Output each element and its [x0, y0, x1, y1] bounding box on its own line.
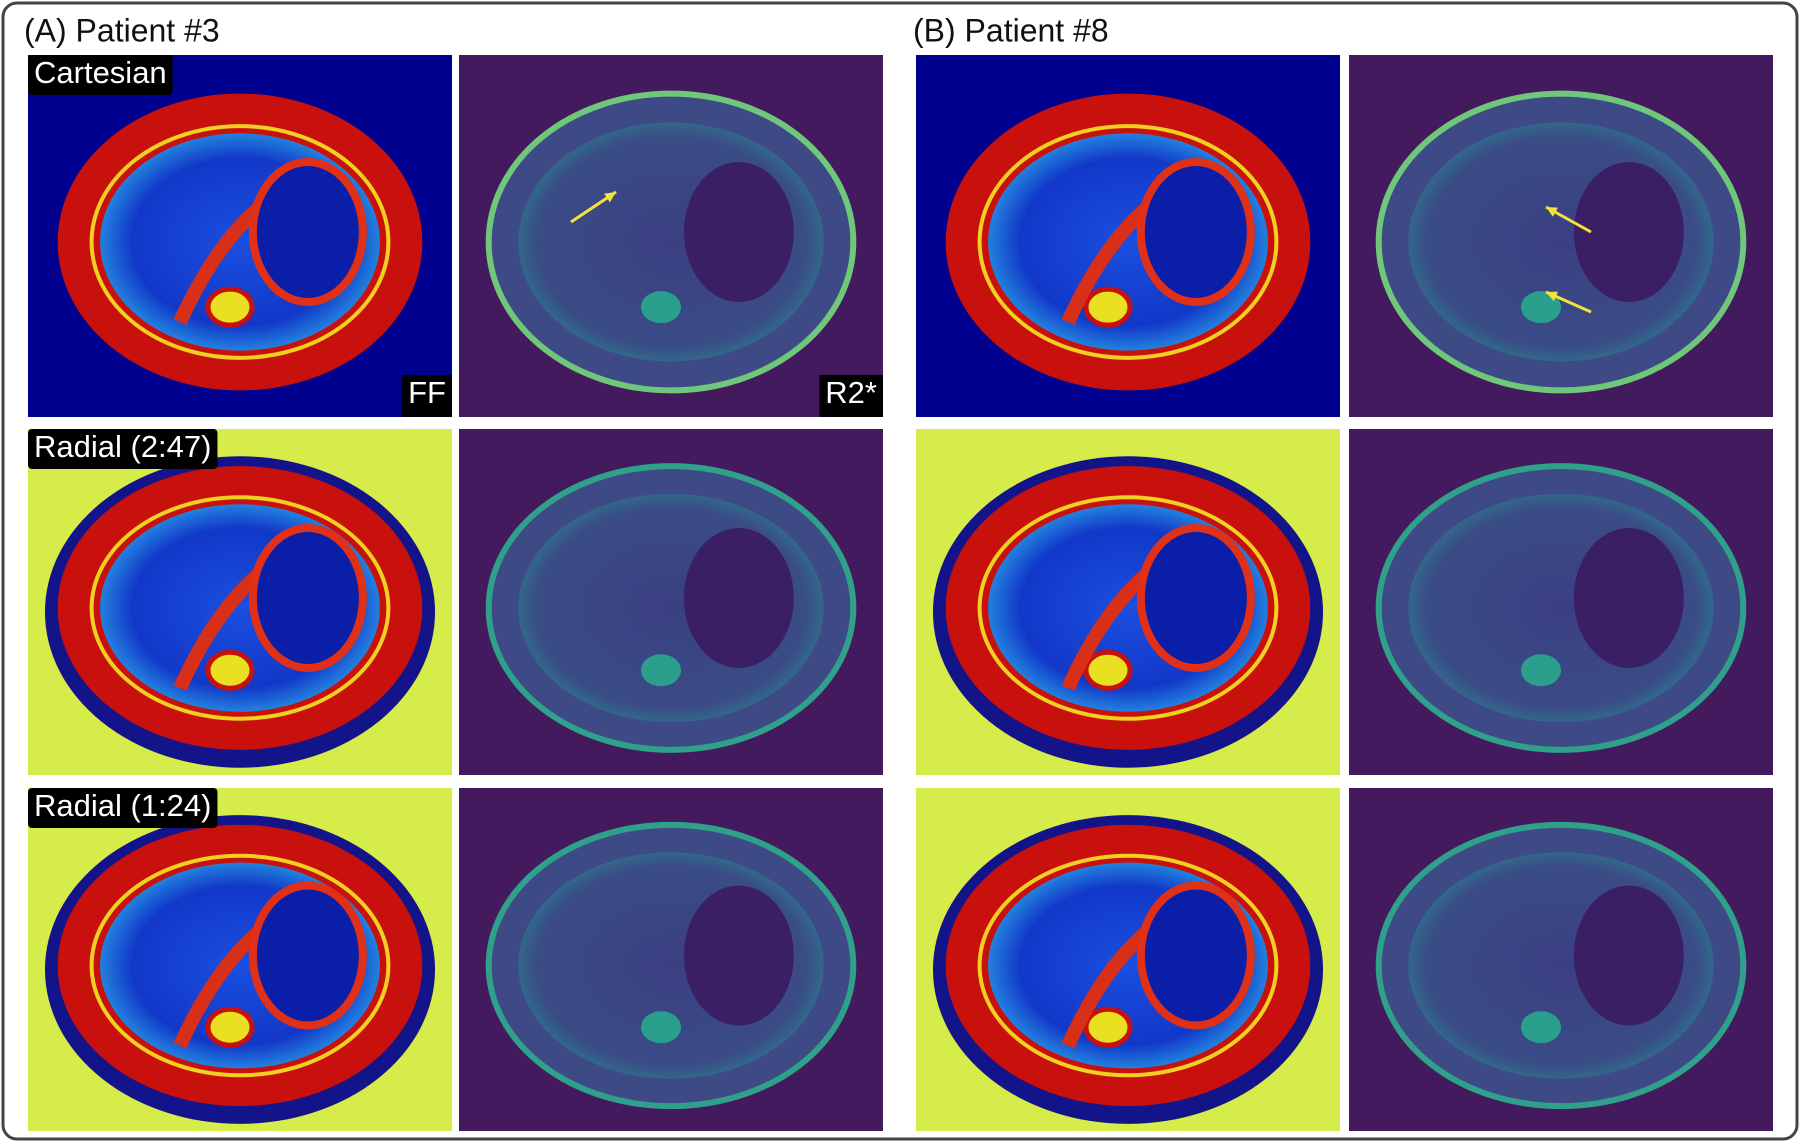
- r2-map: [1349, 55, 1773, 417]
- spine: [641, 1011, 681, 1044]
- row-label-box: [28, 788, 218, 828]
- ff-map: [916, 429, 1340, 775]
- stomach: [1136, 524, 1255, 672]
- spine: [641, 291, 681, 324]
- stomach: [248, 158, 367, 306]
- ring-edge: [89, 124, 391, 360]
- r2-map: R2*: [459, 55, 883, 417]
- spine: [205, 286, 255, 328]
- ff-map: [916, 788, 1340, 1131]
- r2-map: [1349, 788, 1773, 1131]
- spine: [205, 649, 255, 691]
- stomach: [248, 524, 367, 672]
- ring-edge: [89, 495, 391, 721]
- ff-map: [916, 55, 1340, 417]
- spine: [1521, 291, 1561, 324]
- r2-map: [1349, 429, 1773, 775]
- row-label: Radial (2:47): [34, 429, 211, 464]
- spine: [205, 1006, 255, 1048]
- ff-map: Cartesian FF: [28, 55, 452, 417]
- r2-map: [459, 429, 883, 775]
- map-label: R2*: [825, 375, 877, 410]
- panel-title: (B) Patient #8: [913, 12, 1109, 48]
- map-label-box: [402, 375, 452, 417]
- panel-title: (A) Patient #3: [24, 12, 220, 48]
- map-label: FF: [408, 375, 446, 410]
- spine: [1521, 654, 1561, 687]
- stomach: [248, 881, 367, 1030]
- spine: [1521, 1011, 1561, 1044]
- stomach: [1573, 528, 1684, 668]
- spine: [1083, 649, 1133, 691]
- spine: [641, 654, 681, 687]
- stomach: [1573, 885, 1684, 1026]
- ring-edge: [977, 853, 1279, 1078]
- arrow-head: [1546, 207, 1558, 217]
- stomach: [1136, 158, 1255, 306]
- row-label: Cartesian: [34, 55, 167, 90]
- spine: [1083, 286, 1133, 328]
- row-label-box: [28, 429, 218, 469]
- map-label-box: [819, 375, 883, 417]
- arrow-head: [1546, 291, 1558, 302]
- arrow-head: [604, 192, 616, 203]
- row-label-box: [28, 55, 173, 95]
- spine: [1083, 1006, 1133, 1048]
- r2-map: [459, 788, 883, 1131]
- ff-map: Radial (1:24): [28, 788, 452, 1131]
- stomach: [683, 885, 794, 1026]
- stomach: [1573, 162, 1684, 302]
- stomach: [683, 528, 794, 668]
- row-label: Radial (1:24): [34, 788, 211, 823]
- stomach: [1136, 881, 1255, 1030]
- ff-map: Radial (2:47): [28, 429, 452, 775]
- ring-edge: [89, 853, 391, 1078]
- ring-edge: [977, 124, 1279, 360]
- stomach: [683, 162, 794, 302]
- ring-edge: [977, 495, 1279, 721]
